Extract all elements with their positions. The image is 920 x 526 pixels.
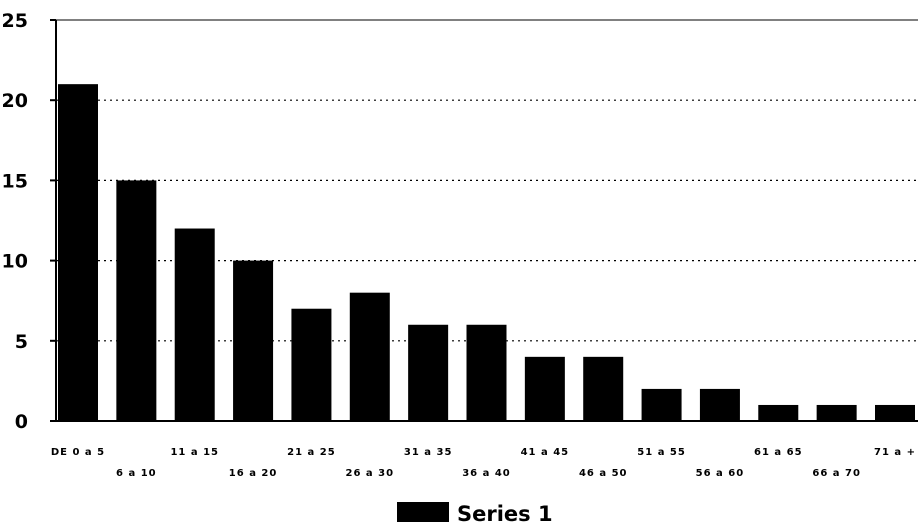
- bars: [58, 84, 915, 421]
- x-tick-label: 66 a 70: [812, 468, 861, 479]
- bar: [641, 388, 682, 421]
- bar: [233, 260, 274, 421]
- bar: [758, 404, 799, 421]
- x-tick-label: 16 a 20: [229, 468, 278, 479]
- y-tick-label: 20: [2, 90, 28, 112]
- y-tick-label: 10: [2, 251, 28, 273]
- axes: [55, 19, 918, 422]
- x-tick-label: 56 a 60: [696, 468, 745, 479]
- bar: [349, 292, 390, 421]
- x-tick-label: 31 a 35: [404, 447, 453, 458]
- bar: [58, 84, 98, 421]
- bar: [174, 228, 215, 421]
- y-tick-label: 25: [2, 10, 28, 32]
- bar: [116, 180, 157, 421]
- x-tick-label: 51 a 55: [637, 447, 686, 458]
- legend-label: Series 1: [457, 502, 553, 526]
- bar: [524, 356, 565, 421]
- x-tick-label: DE 0 a 5: [51, 447, 105, 458]
- y-tick-label: 5: [15, 331, 28, 353]
- x-tick-label: 26 a 30: [346, 468, 395, 479]
- legend: Series 1: [397, 502, 553, 526]
- legend-swatch: [397, 502, 449, 522]
- x-tick-labels: DE 0 a 5 6 a 10 11 a 15 16 a 20 21 a 25 26 a …: [51, 447, 916, 479]
- x-tick-label: 61 a 65: [754, 447, 803, 458]
- bar: [583, 356, 624, 421]
- y-tick-label: 15: [2, 170, 28, 192]
- bar: [466, 324, 507, 421]
- bar: [408, 324, 449, 421]
- x-tick-label: 71 a +: [874, 447, 916, 458]
- bar: [816, 404, 857, 421]
- bar: [875, 404, 915, 421]
- x-tick-label: 6 a 10: [116, 468, 157, 479]
- x-tick-label: 11 a 15: [170, 447, 219, 458]
- bar: [699, 388, 740, 421]
- bar: [291, 308, 332, 421]
- x-tick-label: 21 a 25: [287, 447, 336, 458]
- x-tick-label: 36 a 40: [462, 468, 511, 479]
- y-tick-labels: 0 5 10 15 20 25: [2, 10, 28, 433]
- y-tick-label: 0: [15, 411, 28, 433]
- x-tick-label: 41 a 45: [521, 447, 570, 458]
- x-tick-label: 46 a 50: [579, 468, 628, 479]
